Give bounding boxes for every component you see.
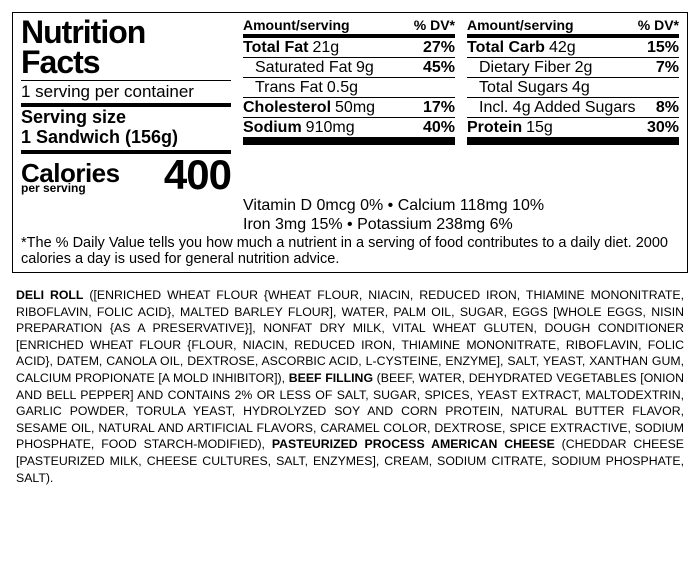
nutrient-row: Dietary Fiber2g 7% bbox=[467, 57, 679, 77]
nutrient-row: Total Fat21g 27% bbox=[243, 38, 455, 57]
vitamins-line2: Iron 3mg 15% • Potassium 238mg 6% bbox=[243, 215, 679, 234]
column-header: Amount/serving % DV* bbox=[467, 17, 679, 34]
nutrient-amount: 9g bbox=[356, 59, 374, 77]
right-column: Amount/serving % DV* Total Carb42g15%Die… bbox=[467, 17, 679, 194]
bottom-row: Vitamin D 0mcg 0% • Calcium 118mg 10% Ir… bbox=[21, 194, 679, 234]
nutrient-row: Incl. 4g Added Sugars 8% bbox=[467, 97, 679, 117]
nutrient-amount: 2g bbox=[575, 59, 593, 77]
vitamins-line1: Vitamin D 0mcg 0% • Calcium 118mg 10% bbox=[243, 194, 679, 215]
nutrient-amount: 0.5g bbox=[327, 79, 358, 97]
serving-size-label: Serving size bbox=[21, 107, 126, 127]
nutrient-name: Total Sugars bbox=[467, 79, 568, 97]
nutrient-row: Saturated Fat9g 45% bbox=[243, 57, 455, 77]
nutrient-name: Dietary Fiber bbox=[467, 59, 571, 77]
calories-value: 400 bbox=[164, 156, 231, 194]
nutrient-amount: 42g bbox=[549, 39, 576, 57]
nutrient-name: Total Carb bbox=[467, 39, 545, 57]
column-header: Amount/serving % DV* bbox=[243, 17, 455, 34]
nutrient-dv: 30% bbox=[647, 119, 679, 137]
ingredient-heading: BEEF FILLING bbox=[289, 371, 373, 385]
nutrient-name: Cholesterol bbox=[243, 99, 331, 117]
nutrient-name: Protein bbox=[467, 119, 522, 137]
nutrient-amount: 15g bbox=[526, 119, 553, 137]
nutrient-dv: 27% bbox=[423, 39, 455, 57]
nutrient-name: Sodium bbox=[243, 119, 302, 137]
nutrient-amount: 4g bbox=[572, 79, 590, 97]
nutrient-amount: 21g bbox=[312, 39, 339, 57]
header-dv: % DV* bbox=[414, 17, 455, 33]
nutrient-dv: 15% bbox=[647, 39, 679, 57]
serving-size-value: 1 Sandwich (156g) bbox=[21, 127, 178, 147]
nutrient-row: Cholesterol50mg 17% bbox=[243, 97, 455, 117]
nutrient-name: Incl. 4g Added Sugars bbox=[467, 99, 636, 117]
header-dv: % DV* bbox=[638, 17, 679, 33]
calories-sublabel: per serving bbox=[21, 183, 120, 194]
dv-footnote: *The % Daily Value tells you how much a … bbox=[21, 234, 679, 268]
servings-per-container: 1 serving per container bbox=[21, 81, 231, 104]
left-column: Nutrition Facts 1 serving per container … bbox=[21, 17, 231, 194]
nutrient-row: Total Carb42g 15% bbox=[467, 38, 679, 57]
columns: Nutrition Facts 1 serving per container … bbox=[21, 17, 679, 194]
nutrient-dv: 17% bbox=[423, 99, 455, 117]
nutrient-name: Saturated Fat bbox=[243, 59, 352, 77]
nutrient-dv: 45% bbox=[423, 59, 455, 77]
ingredient-heading: PASTEURIZED PROCESS AMERICAN CHEESE bbox=[272, 437, 555, 451]
nutrient-row: Protein15g 30% bbox=[467, 117, 679, 137]
nutrient-row: Sodium910mg 40% bbox=[243, 117, 455, 137]
nutrient-amount: 50mg bbox=[335, 99, 375, 117]
header-amount: Amount/serving bbox=[467, 17, 574, 33]
panel-title: Nutrition Facts bbox=[21, 17, 231, 80]
nutrient-name: Trans Fat bbox=[243, 79, 323, 97]
nutrient-name: Total Fat bbox=[243, 39, 308, 57]
ingredients: DELI ROLL ([ENRICHED WHEAT FLOUR {WHEAT … bbox=[12, 273, 688, 486]
calories-row: Calories per serving 400 bbox=[21, 154, 231, 194]
nutrient-amount: 910mg bbox=[306, 119, 355, 137]
nutrition-facts-panel: Nutrition Facts 1 serving per container … bbox=[12, 12, 688, 273]
header-amount: Amount/serving bbox=[243, 17, 350, 33]
ingredient-heading: DELI ROLL bbox=[16, 288, 83, 302]
middle-column: Amount/serving % DV* Total Fat21g27%Satu… bbox=[243, 17, 455, 194]
nutrient-dv: 40% bbox=[423, 119, 455, 137]
nutrient-row: Total Sugars4g bbox=[467, 77, 679, 97]
nutrient-dv: 7% bbox=[656, 59, 679, 77]
nutrient-dv: 8% bbox=[656, 99, 679, 117]
serving-size: Serving size 1 Sandwich (156g) bbox=[21, 107, 231, 150]
nutrient-row: Trans Fat0.5g bbox=[243, 77, 455, 97]
